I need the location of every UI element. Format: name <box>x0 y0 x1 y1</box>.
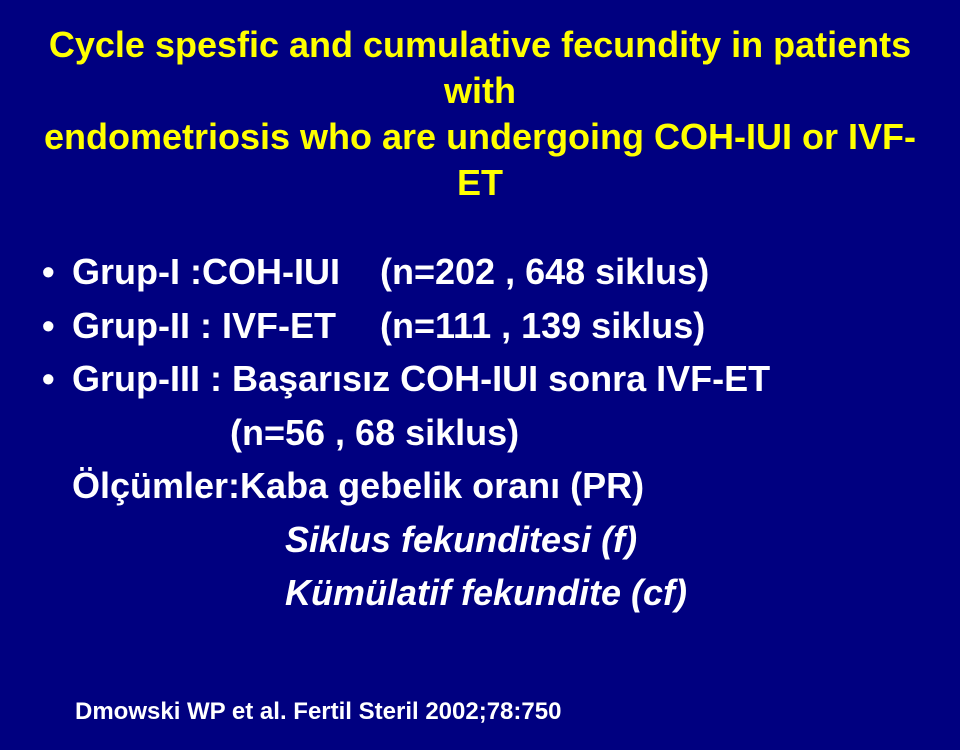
bullet-label: Grup-III : Başarısız COH-IUI sonra IVF-E… <box>72 358 770 399</box>
sub-line: (n=56 , 68 siklus) <box>230 409 930 457</box>
slide: Cycle spesfic and cumulative fecundity i… <box>0 0 960 750</box>
bullet-list: Grup-I :COH-IUI (n=202 , 648 siklus) Gru… <box>42 248 930 403</box>
title-line-1: Cycle spesfic and cumulative fecundity i… <box>49 24 911 111</box>
bullet-label: Grup-I :COH-IUI <box>72 248 380 296</box>
italic-line: Kümülatif fekundite (cf) <box>285 569 930 617</box>
italic-line: Siklus fekunditesi (f) <box>285 516 930 564</box>
bullet-value: (n=111 , 139 siklus) <box>380 302 930 350</box>
bullet-item: Grup-II : IVF-ET (n=111 , 139 siklus) <box>42 302 930 350</box>
bullet-label: Grup-II : IVF-ET <box>72 302 380 350</box>
bullet-item: Grup-I :COH-IUI (n=202 , 648 siklus) <box>42 248 930 296</box>
bullet-item: Grup-III : Başarısız COH-IUI sonra IVF-E… <box>42 355 930 403</box>
citation: Dmowski WP et al. Fertil Steril 2002;78:… <box>75 698 561 726</box>
title-line-2: endometriosis who are undergoing COH-IUI… <box>44 116 916 203</box>
measure-line: Ölçümler:Kaba gebelik oranı (PR) <box>72 462 930 510</box>
slide-title: Cycle spesfic and cumulative fecundity i… <box>30 22 930 206</box>
bullet-value: (n=202 , 648 siklus) <box>380 248 930 296</box>
